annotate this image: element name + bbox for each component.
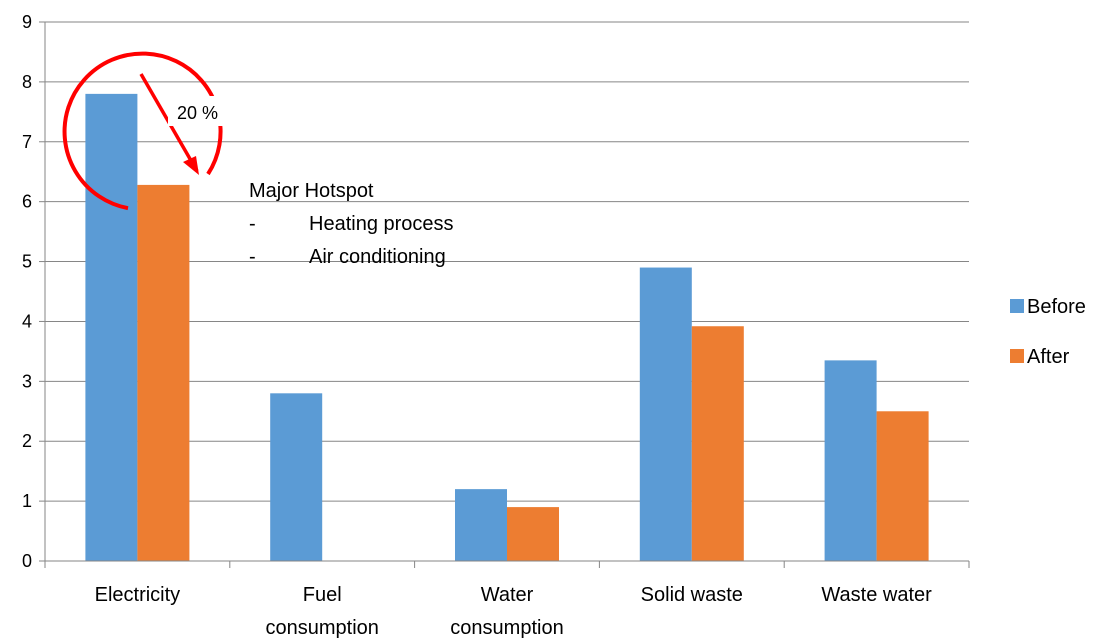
x-category-label: Fuel: [303, 584, 342, 606]
legend-label-before: Before: [1027, 296, 1086, 318]
x-category-label: consumption: [265, 617, 378, 639]
axes: [39, 21, 970, 568]
bar-before-2: [455, 489, 507, 561]
x-category-label: Electricity: [95, 584, 181, 606]
y-tick-label: 8: [22, 72, 32, 92]
hotspot-bullet-2: -: [249, 246, 256, 268]
hotspot-bullet-1: -: [249, 213, 256, 235]
y-tick-label: 5: [22, 252, 32, 272]
hotspot-item-1: Heating process: [309, 213, 454, 235]
bar-before-4: [824, 360, 877, 561]
reduction-label-bg: [168, 96, 234, 126]
bar-after-2: [507, 507, 559, 561]
x-category-label: Solid waste: [641, 584, 743, 606]
x-category-label: consumption: [450, 617, 563, 639]
y-tick-label: 2: [22, 431, 32, 451]
bar-after-0: [137, 184, 190, 562]
reduction-label: 20 %: [177, 103, 218, 123]
bar-after-3: [691, 326, 744, 561]
bar-after-4: [876, 411, 929, 561]
gridlines: [45, 21, 969, 502]
annotations: Major Hotspot - Heating process - Air co…: [62, 51, 454, 268]
legend-label-after: After: [1027, 346, 1070, 368]
hotspot-item-2: Air conditioning: [309, 246, 446, 268]
bars: [85, 93, 929, 562]
bar-before-3: [639, 267, 692, 561]
x-category-label: Waste water: [821, 584, 932, 606]
y-tick-label: 4: [22, 311, 32, 331]
legend: Before After: [1010, 296, 1086, 368]
hotspot-title: Major Hotspot: [249, 180, 374, 202]
y-tick-label: 3: [22, 371, 32, 391]
bar-before-1: [270, 393, 323, 561]
legend-swatch-after: [1010, 349, 1024, 363]
axis-labels: 0 1 2 3 4 5 6 7 8 9 Electricity Fuel consumption Wate…: [22, 12, 932, 639]
y-tick-label: 1: [22, 491, 32, 511]
y-tick-label: 0: [22, 551, 32, 571]
x-category-label: Water: [481, 584, 534, 606]
legend-swatch-before: [1010, 299, 1024, 313]
y-tick-label: 7: [22, 132, 32, 152]
y-tick-label: 6: [22, 192, 32, 212]
reduction-arrowhead: [183, 156, 199, 175]
y-tick-label: 9: [22, 12, 32, 32]
bar-before-0: [85, 93, 138, 561]
